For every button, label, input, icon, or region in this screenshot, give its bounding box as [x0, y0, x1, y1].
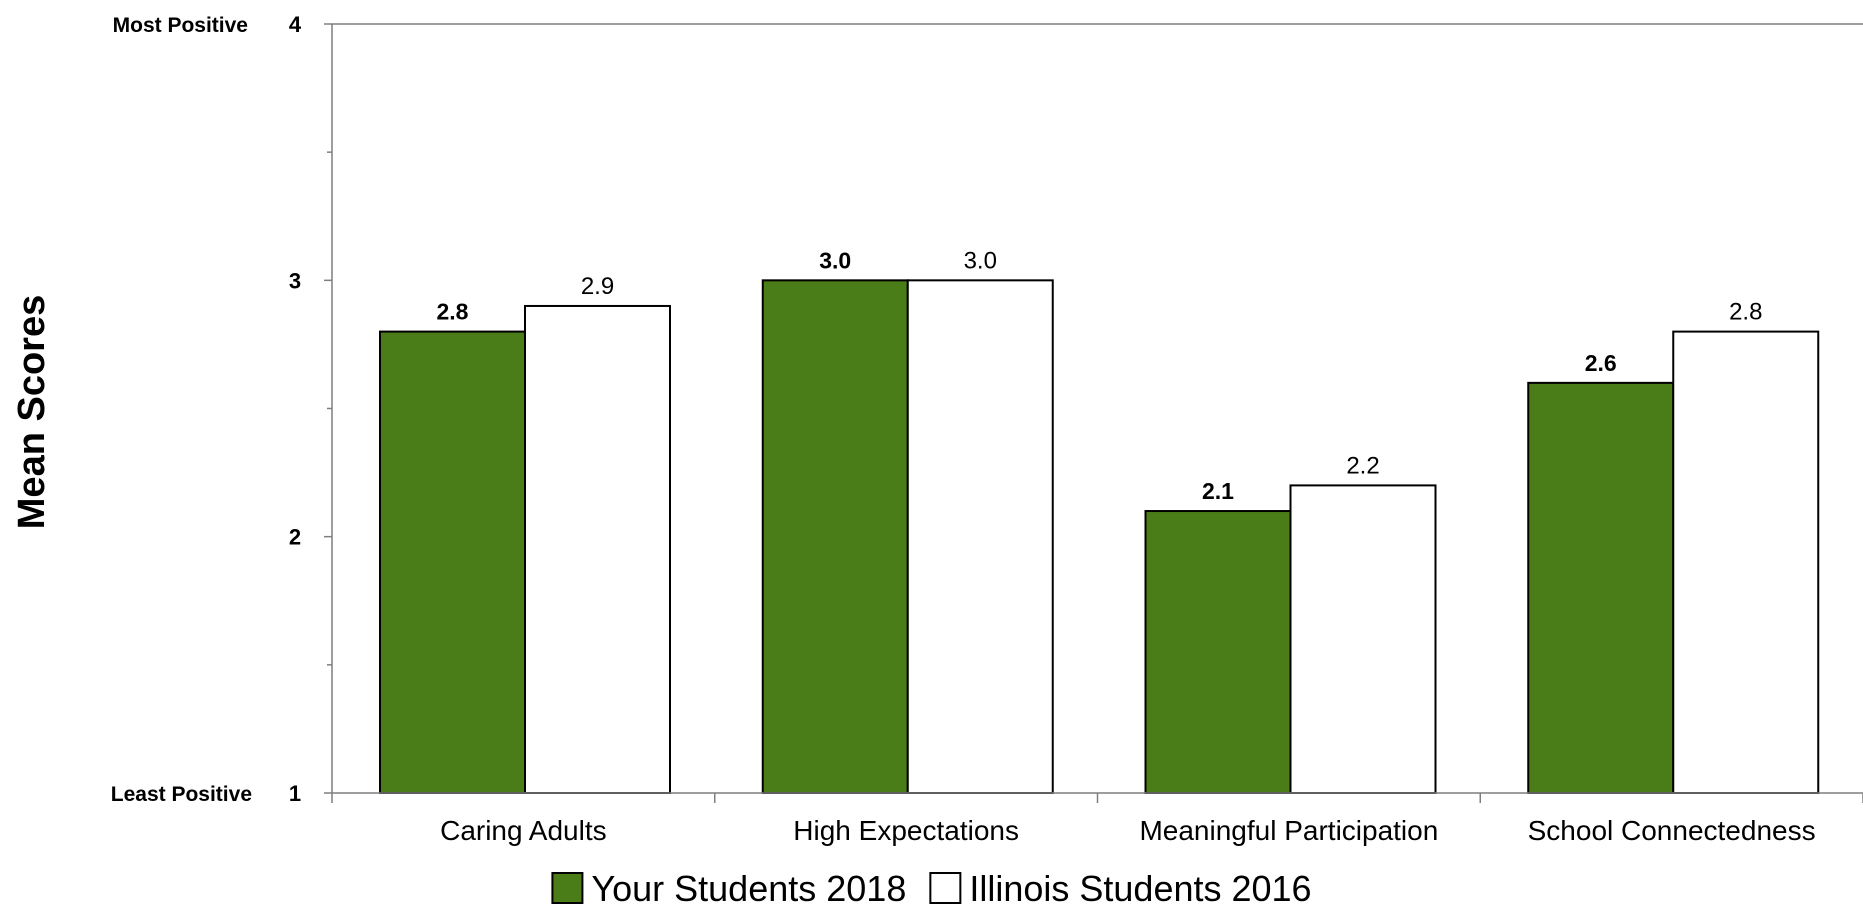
bar-illinois-students	[1289, 484, 1437, 794]
legend-swatch-your-students	[551, 872, 584, 904]
y-tick-label: 4	[289, 12, 302, 37]
bar-your-students	[1527, 381, 1675, 794]
bar-your-students	[379, 330, 526, 794]
y-top-anchor-label: Most Positive	[113, 14, 248, 37]
x-category-label: Caring Adults	[440, 815, 607, 846]
plot-area: 2.8 2.9 3.0 3.0 2.1 2.2 2.6 2.8	[379, 247, 1820, 795]
x-category-label: School Connectedness	[1528, 815, 1816, 846]
y-tick-label: 1	[289, 781, 301, 806]
x-category-label: High Expectations	[793, 815, 1019, 846]
bar-value-label: 2.6	[1585, 350, 1617, 376]
bar-value-label: 3.0	[964, 247, 997, 274]
y-tick-label: 2	[289, 525, 301, 550]
bar-illinois-students	[524, 304, 671, 794]
bar-value-label: 2.2	[1346, 452, 1379, 479]
bar-your-students	[761, 279, 909, 795]
y-axis-title: Mean Scores	[11, 295, 53, 529]
bar-value-label: 2.8	[1729, 299, 1762, 326]
bar-value-label: 3.0	[819, 247, 851, 273]
bar-illinois-students	[906, 279, 1054, 795]
bar-illinois-students	[1672, 330, 1820, 794]
y-bottom-anchor-label: Least Positive	[111, 783, 252, 806]
y-tick-label: 3	[289, 268, 301, 293]
bar-your-students	[1144, 510, 1292, 794]
bar-value-label: 2.1	[1202, 478, 1234, 504]
axes: 1 2 3 4 Most Positive Least Positive Mean Scor…	[11, 12, 1863, 846]
legend-label: Illinois Students 2016	[969, 868, 1311, 909]
legend-label: Your Students 2018	[591, 868, 906, 909]
legend-swatch-illinois-students	[929, 872, 962, 904]
bar-value-label: 2.9	[581, 273, 614, 300]
legend: Your Students 2018 Illinois Students 2016	[551, 868, 1312, 909]
bar-value-label: 2.8	[437, 299, 469, 325]
x-category-label: Meaningful Participation	[1139, 815, 1438, 846]
